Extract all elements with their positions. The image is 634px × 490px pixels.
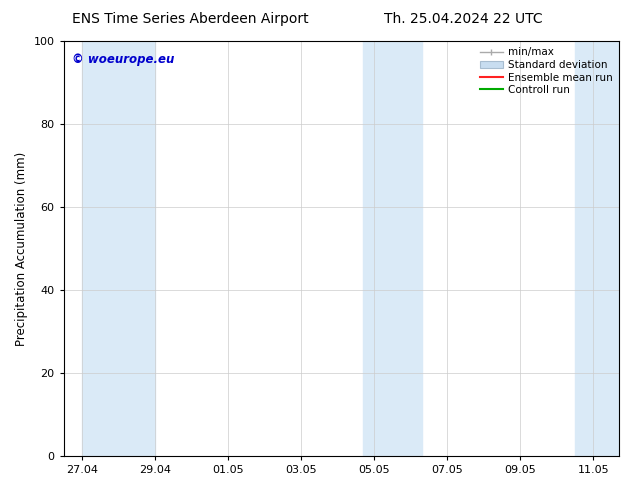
Text: © woeurope.eu: © woeurope.eu [72,53,174,67]
Text: ENS Time Series Aberdeen Airport: ENS Time Series Aberdeen Airport [72,12,309,26]
Legend: min/max, Standard deviation, Ensemble mean run, Controll run: min/max, Standard deviation, Ensemble me… [476,43,617,99]
Y-axis label: Precipitation Accumulation (mm): Precipitation Accumulation (mm) [15,151,28,345]
Text: Th. 25.04.2024 22 UTC: Th. 25.04.2024 22 UTC [384,12,542,26]
Bar [82,41,155,456]
Bar [363,41,422,456]
Bar [575,41,619,456]
